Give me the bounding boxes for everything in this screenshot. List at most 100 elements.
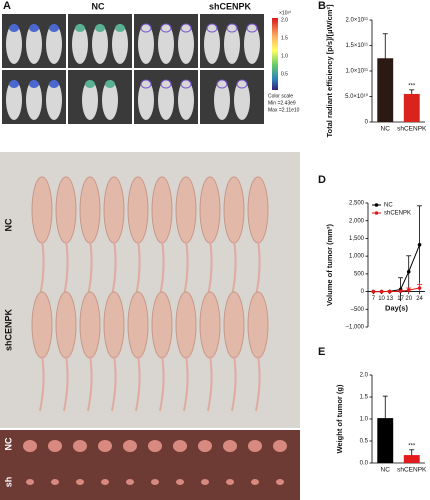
scale-exponent: ×10¹⁰ [279,10,291,16]
tumor [251,479,259,485]
tumor [123,440,137,452]
legend-label: shCENPK [384,211,411,217]
signal [115,24,125,32]
mouse [214,80,230,120]
mouse [103,176,125,244]
tail [255,355,261,412]
y-axis-title: Weight of tumor (g) [335,384,344,454]
roi [160,23,172,33]
y-tick-label: –1,000 [346,325,365,331]
scale-title: Color scale [268,93,293,99]
panel-letter: B [318,0,326,12]
mouse [178,24,194,64]
point [406,288,411,292]
y-tick-label: 0.5 [360,439,369,445]
point [417,286,422,290]
group-label: NC [92,1,105,11]
signal [29,80,39,88]
y-tick-label: –500 [351,307,365,313]
tumor [73,440,87,452]
tumor [23,440,37,452]
mouse [55,291,77,359]
x-tick-label: 20 [405,296,412,302]
mouse [92,24,108,64]
tumor [248,440,262,452]
mouse [79,291,101,359]
tumor [273,440,287,452]
point [406,269,411,274]
mouse [138,80,154,120]
tumor [276,479,284,485]
tail [183,355,189,412]
y-axis-title: Volume of tumor (mm³) [325,224,334,306]
tail [207,240,213,297]
mouse [234,80,250,120]
mouse [31,176,53,244]
tail [135,355,141,412]
tumor [148,440,162,452]
y-tick-label: 2.0 [360,373,369,379]
roi [236,79,248,89]
y-axis-title: Total radiant efficiency [p/s]/[µW/cm²] [325,4,334,137]
scale-max: Max =2.11e10 [268,107,300,113]
mouse [224,24,240,64]
y-tick-label: 2,000 [349,218,365,224]
tumor [201,479,209,485]
mouse [175,291,197,359]
mouse [158,80,174,120]
point [379,289,384,294]
tumor [98,440,112,452]
mouse [151,291,173,359]
x-tick-label: 10 [378,296,385,302]
mouse [103,291,125,359]
mouse [79,176,101,244]
mouse [127,291,149,359]
y-tick-label: 1.5 [360,395,369,401]
series-line [373,244,421,293]
mouse [72,24,88,64]
tumor [101,479,109,485]
roi [180,23,192,33]
x-axis-title: Day(s) [385,304,408,313]
signal [9,80,19,88]
scale-min: Min =2.43e9 [268,100,296,106]
mouse [127,176,149,244]
y-tick-label: 1.5×10¹¹ [345,43,368,49]
tail [87,355,93,412]
y-tick-label: 2,500 [349,201,365,207]
imaging-frame [200,70,264,124]
tail [111,355,117,412]
bar [377,58,394,122]
roi [216,79,228,89]
signal [49,24,59,32]
roi [226,23,238,33]
y-tick-label: 0.0 [360,461,369,467]
tail [207,355,213,412]
tail [63,240,69,297]
y-tick-label: 1,000 [349,254,365,260]
mouse [204,24,220,64]
tumor [26,479,34,485]
point [387,289,392,294]
annotation: *** [408,443,416,449]
tumor [151,479,159,485]
mouse [46,24,62,64]
roi [180,79,192,89]
mouse [199,176,221,244]
row-label: NC [3,437,13,450]
bar [403,93,420,122]
mouse [199,291,221,359]
mouse [175,176,197,244]
tumor [223,440,237,452]
x-tick-label: 24 [416,296,423,302]
signal [75,24,85,32]
tail [39,240,45,297]
tail [39,355,45,412]
mouse [26,24,42,64]
x-tick-label: NC [381,126,391,133]
signal [105,80,115,88]
signal [49,80,59,88]
y-tick-label: 1,500 [349,236,365,242]
mouse [82,80,98,120]
